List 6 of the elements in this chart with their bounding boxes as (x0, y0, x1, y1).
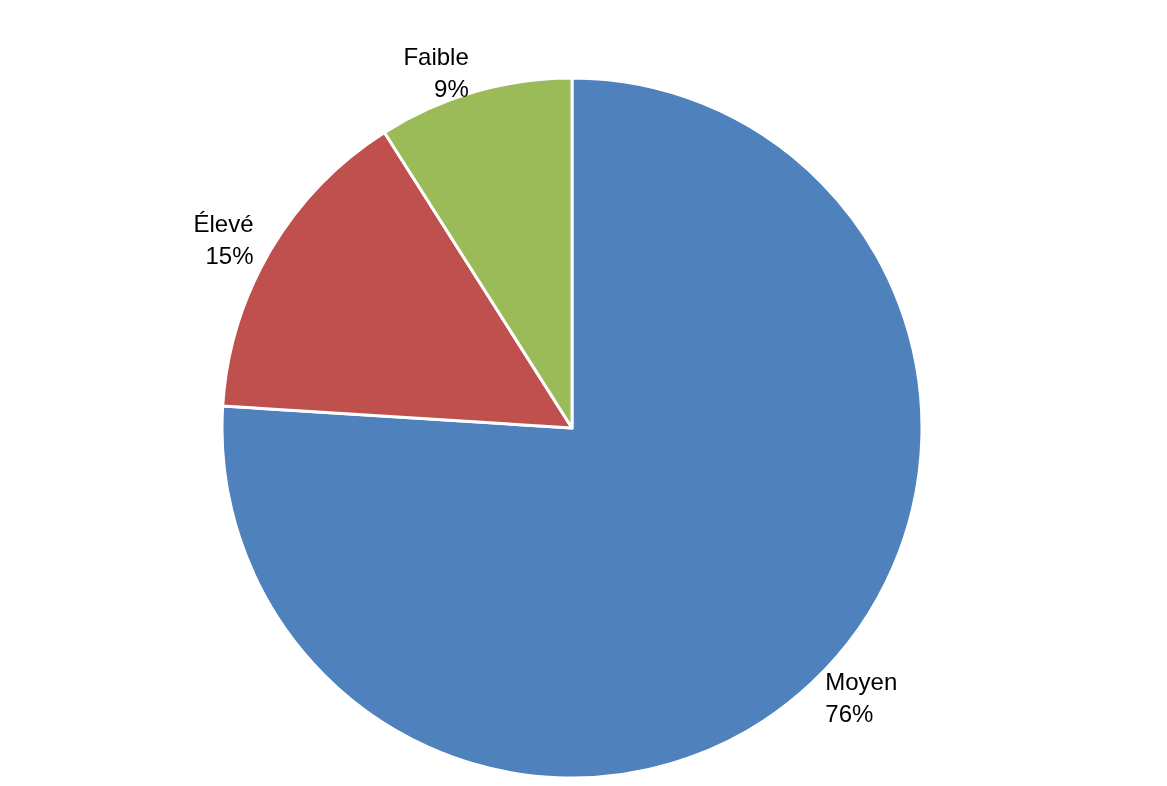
data-label: 76% (825, 700, 874, 728)
slice-label: Faible (403, 43, 469, 71)
data-label: 15% (205, 242, 254, 270)
slice-label: Moyen (825, 668, 898, 696)
data-label: 9% (434, 75, 469, 103)
slice-label: Élevé (193, 210, 254, 238)
